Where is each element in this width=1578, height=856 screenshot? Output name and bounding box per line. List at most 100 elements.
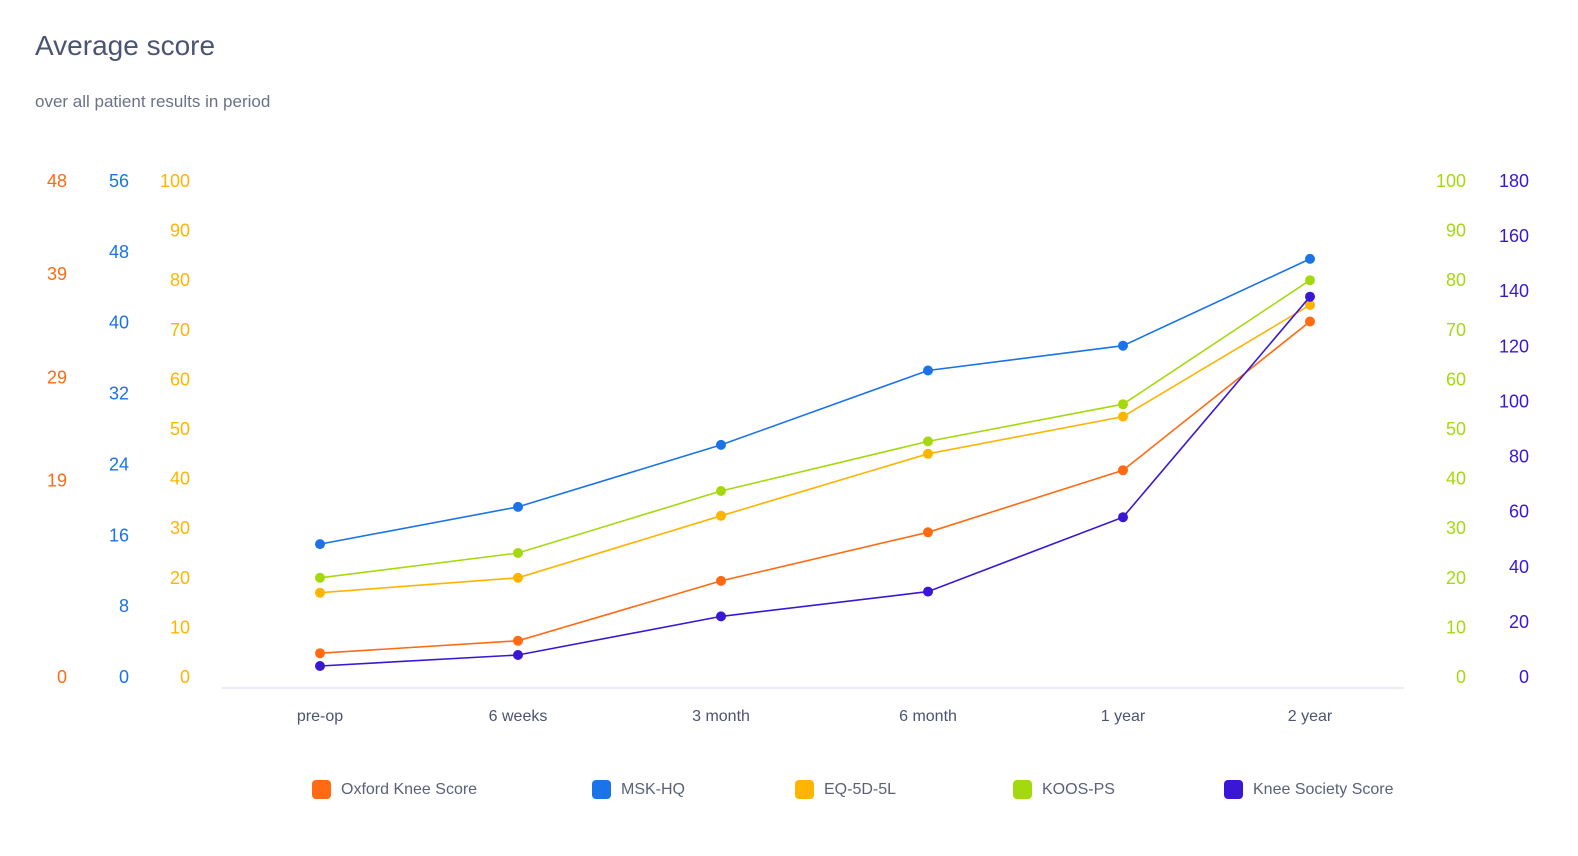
legend-item[interactable]: Knee Society Score — [1224, 780, 1394, 799]
y-tick-label-koos: 70 — [1446, 320, 1466, 340]
y-tick-label-koos: 100 — [1436, 171, 1466, 191]
legend-item[interactable]: EQ-5D-5L — [795, 780, 896, 799]
legend-swatch — [1224, 780, 1243, 799]
data-point — [513, 635, 523, 646]
data-point — [1118, 512, 1128, 523]
data-point — [513, 548, 523, 558]
legend-swatch — [592, 780, 611, 799]
y-tick-label-oxford: 48 — [47, 171, 67, 191]
data-point — [716, 439, 726, 450]
y-tick-label-msk: 32 — [109, 384, 129, 404]
series-line — [319, 279, 1311, 579]
data-point — [923, 436, 933, 447]
y-tick-label-koos: 90 — [1446, 221, 1466, 241]
data-point — [716, 510, 726, 521]
series-line — [319, 258, 1311, 545]
y-tick-label-msk: 48 — [109, 242, 129, 262]
y-tick-label-eq5d: 30 — [170, 518, 190, 538]
legend-label: MSK-HQ — [621, 780, 685, 798]
data-point — [315, 661, 325, 671]
legend-swatch — [1013, 780, 1032, 799]
chart-legend: Oxford Knee Score MSK-HQ EQ-5D-5L KOOS-PS Kn… — [0, 780, 1578, 810]
data-point — [1305, 316, 1315, 327]
y-tick-label-kss: 80 — [1509, 447, 1529, 467]
legend-label: Knee Society Score — [1253, 780, 1394, 798]
y-tick-label-msk: 16 — [109, 525, 129, 545]
y-tick-label-eq5d: 50 — [170, 419, 190, 439]
data-point — [513, 501, 523, 512]
y-tick-label-koos: 0 — [1456, 667, 1466, 687]
y-tick-label-oxford: 39 — [47, 264, 67, 284]
y-tick-label-oxford: 0 — [57, 667, 67, 687]
y-tick-label-kss: 100 — [1499, 391, 1529, 411]
series-line — [319, 304, 1311, 594]
y-tick-label-kss: 0 — [1519, 667, 1529, 687]
y-tick-label-eq5d: 20 — [170, 568, 190, 588]
y-tick-label-koos: 40 — [1446, 469, 1466, 489]
data-point — [716, 575, 726, 586]
x-tick-label: pre-op — [297, 708, 343, 725]
legend-swatch — [312, 780, 331, 799]
y-tick-label-koos: 20 — [1446, 568, 1466, 588]
data-point — [923, 586, 933, 597]
y-tick-label-eq5d: 100 — [160, 171, 190, 191]
data-point — [1305, 275, 1315, 286]
y-tick-label-msk: 8 — [119, 596, 129, 616]
y-tick-label-koos: 60 — [1446, 369, 1466, 389]
y-tick-label-msk: 40 — [109, 313, 129, 333]
y-tick-label-eq5d: 80 — [170, 270, 190, 290]
y-tick-label-kss: 180 — [1499, 171, 1529, 191]
data-point — [513, 572, 523, 583]
data-point — [513, 650, 523, 660]
data-point — [315, 587, 325, 598]
y-tick-label-eq5d: 10 — [170, 617, 190, 637]
x-tick-label: 1 year — [1101, 708, 1146, 725]
y-tick-label-eq5d: 0 — [180, 667, 190, 687]
data-point — [1305, 253, 1315, 264]
data-point — [1118, 399, 1128, 410]
data-point — [1118, 340, 1128, 351]
y-tick-label-msk: 0 — [119, 667, 129, 687]
data-point — [315, 572, 325, 583]
chart-title: Average score — [35, 30, 216, 61]
data-point — [716, 611, 726, 622]
data-point — [1305, 291, 1315, 302]
y-tick-label-kss: 160 — [1499, 226, 1529, 246]
data-point — [923, 527, 933, 538]
y-tick-label-eq5d: 70 — [170, 320, 190, 340]
x-tick-label: 6 weeks — [489, 708, 548, 725]
y-tick-label-koos: 80 — [1446, 270, 1466, 290]
y-tick-label-kss: 140 — [1499, 281, 1529, 301]
y-tick-label-koos: 30 — [1446, 518, 1466, 538]
series-line — [319, 320, 1311, 654]
y-tick-label-oxford: 29 — [47, 367, 67, 387]
y-tick-label-msk: 56 — [109, 171, 129, 191]
legend-swatch — [795, 780, 814, 799]
y-tick-label-koos: 10 — [1446, 617, 1466, 637]
data-point — [1118, 465, 1128, 476]
data-point — [923, 448, 933, 459]
legend-label: KOOS-PS — [1042, 780, 1115, 798]
y-tick-label-kss: 120 — [1499, 336, 1529, 356]
chart-subtitle: over all patient results in period — [35, 92, 271, 111]
y-tick-label-kss: 40 — [1509, 557, 1529, 577]
legend-item[interactable]: Oxford Knee Score — [312, 780, 477, 799]
y-tick-label-kss: 20 — [1509, 612, 1529, 632]
data-point — [315, 539, 325, 550]
data-point — [716, 486, 726, 496]
y-tick-label-eq5d: 60 — [170, 369, 190, 389]
legend-item[interactable]: KOOS-PS — [1013, 780, 1115, 799]
y-tick-label-oxford: 19 — [47, 471, 67, 491]
legend-item[interactable]: MSK-HQ — [592, 780, 685, 799]
series-line — [319, 296, 1311, 667]
data-point — [1305, 300, 1315, 310]
x-tick-label: 6 month — [899, 708, 957, 725]
legend-label: EQ-5D-5L — [824, 780, 897, 798]
data-point — [923, 365, 933, 376]
data-point — [315, 648, 325, 659]
y-tick-label-eq5d: 90 — [170, 221, 190, 241]
data-point — [1118, 411, 1128, 422]
legend-label: Oxford Knee Score — [341, 780, 478, 798]
line-chart: 0 19 29 39 48 0 8 16 24 32 40 48 56 0 10 20 30 40 50 60 70 80… — [47, 171, 1529, 725]
y-tick-label-msk: 24 — [109, 454, 129, 474]
